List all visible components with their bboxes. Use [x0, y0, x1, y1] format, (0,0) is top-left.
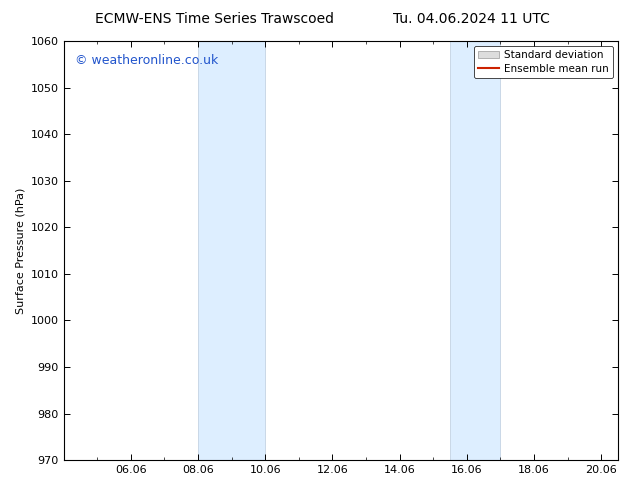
Legend: Standard deviation, Ensemble mean run: Standard deviation, Ensemble mean run — [474, 46, 613, 78]
Bar — [198, 41, 265, 460]
Y-axis label: Surface Pressure (hPa): Surface Pressure (hPa) — [15, 187, 25, 314]
Text: Tu. 04.06.2024 11 UTC: Tu. 04.06.2024 11 UTC — [393, 12, 550, 26]
Bar — [450, 41, 500, 460]
Text: © weatheronline.co.uk: © weatheronline.co.uk — [75, 53, 218, 67]
Text: ECMW-ENS Time Series Trawscoed: ECMW-ENS Time Series Trawscoed — [95, 12, 334, 26]
